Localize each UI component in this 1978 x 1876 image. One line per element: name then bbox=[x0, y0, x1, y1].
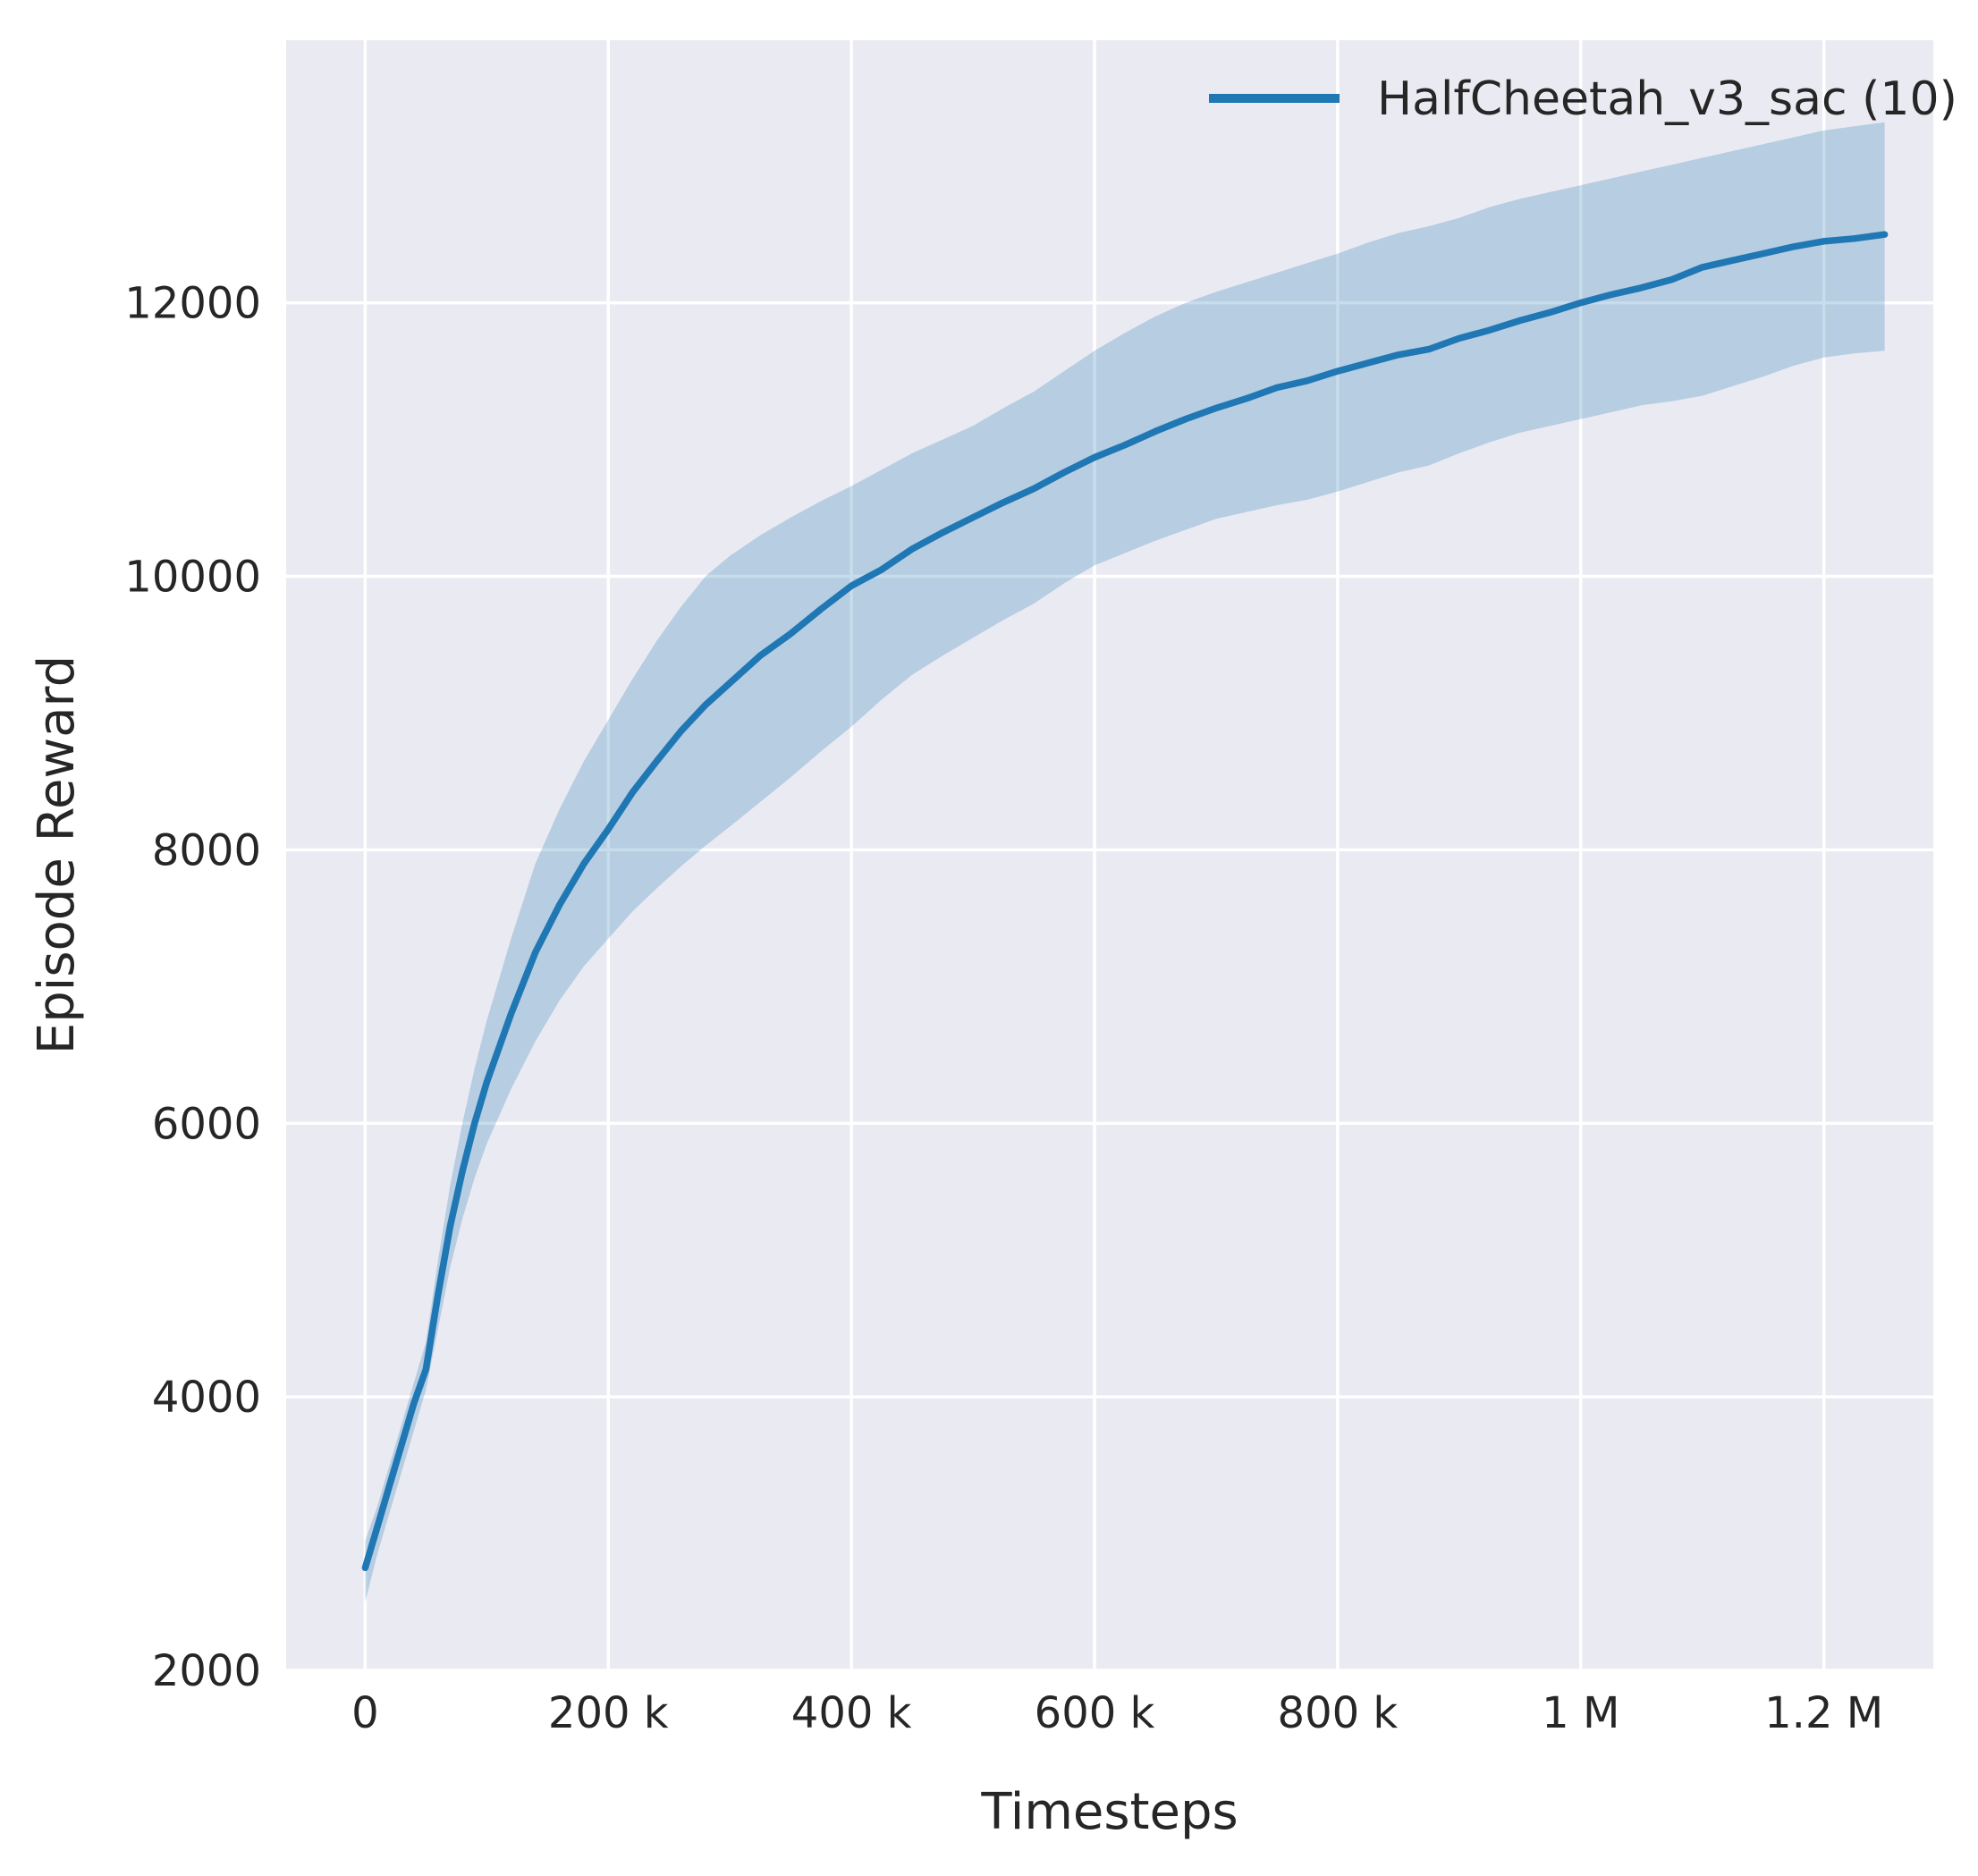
x-tick-label: 800 k bbox=[1278, 1688, 1399, 1738]
gridlines bbox=[286, 40, 1933, 1672]
x-axis-tick-labels: 0 200 k 400 k 600 k 800 k 1 M 1.2 M bbox=[351, 1688, 1883, 1738]
x-tick-label: 1.2 M bbox=[1764, 1688, 1883, 1738]
x-tick-label: 0 bbox=[351, 1688, 379, 1738]
y-axis-tick-labels: 2000 4000 6000 8000 10000 12000 bbox=[124, 279, 261, 1696]
legend-label: HalfCheetah_v3_sac (10) bbox=[1377, 72, 1957, 126]
plot-background bbox=[286, 40, 1933, 1670]
y-tick-label: 8000 bbox=[152, 825, 261, 875]
y-axis-label: Episode Reward bbox=[28, 655, 86, 1054]
x-tick-label: 400 k bbox=[791, 1688, 912, 1738]
y-tick-label: 10000 bbox=[124, 553, 261, 603]
y-tick-label: 6000 bbox=[152, 1099, 261, 1149]
y-tick-label: 2000 bbox=[152, 1646, 261, 1696]
y-tick-label: 4000 bbox=[152, 1373, 261, 1423]
x-tick-label: 1 M bbox=[1542, 1688, 1619, 1738]
confidence-band bbox=[365, 122, 1885, 1602]
legend: HalfCheetah_v3_sac (10) bbox=[1209, 72, 1957, 126]
x-axis-label: Timesteps bbox=[980, 1783, 1238, 1841]
x-tick-label: 600 k bbox=[1035, 1688, 1155, 1738]
x-tick-label: 200 k bbox=[548, 1688, 669, 1738]
series-line bbox=[361, 231, 1889, 1572]
y-tick-label: 12000 bbox=[124, 279, 261, 329]
